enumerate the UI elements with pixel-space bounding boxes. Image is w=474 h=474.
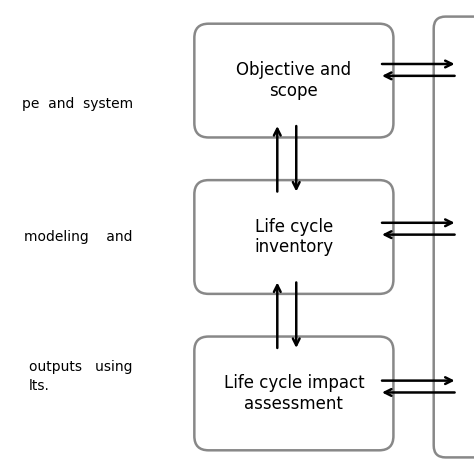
FancyBboxPatch shape bbox=[194, 337, 393, 450]
FancyBboxPatch shape bbox=[194, 180, 393, 294]
Text: outputs   using: outputs using bbox=[29, 360, 133, 374]
Text: Objective and
scope: Objective and scope bbox=[237, 61, 351, 100]
Text: lts.: lts. bbox=[28, 379, 49, 393]
Text: Life cycle
inventory: Life cycle inventory bbox=[255, 218, 333, 256]
Text: pe  and  system: pe and system bbox=[22, 97, 133, 111]
FancyBboxPatch shape bbox=[194, 24, 393, 137]
FancyBboxPatch shape bbox=[434, 17, 474, 457]
Text: modeling    and: modeling and bbox=[24, 230, 133, 244]
Text: Life cycle impact
assessment: Life cycle impact assessment bbox=[224, 374, 364, 413]
